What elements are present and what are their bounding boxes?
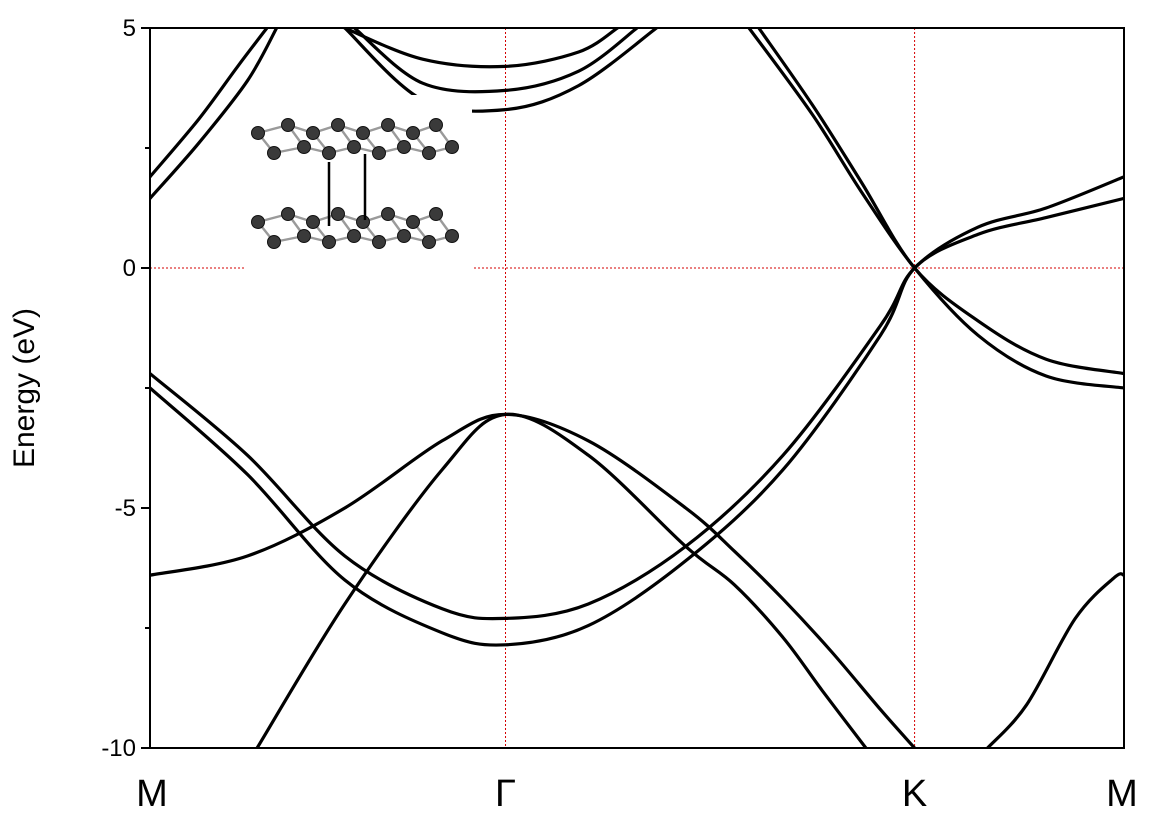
y-tick-label: 0 <box>123 255 136 282</box>
inset-atom <box>306 215 320 229</box>
reference-lines <box>150 28 1124 748</box>
band-line-11 <box>986 572 1124 748</box>
inset-atom <box>331 118 345 132</box>
band-line-7 <box>352 28 639 94</box>
kpoint-label-3: M <box>1106 773 1138 815</box>
inset-atom <box>406 215 420 229</box>
bands <box>150 28 1124 748</box>
inset-layer-bottom <box>251 207 459 249</box>
y-tick-label: -10 <box>101 735 136 762</box>
kpoint-label-2: K <box>902 773 927 815</box>
inset-atom <box>322 146 336 160</box>
inset-atom <box>297 140 311 154</box>
band-line-10 <box>747 28 1124 390</box>
band-line-4 <box>150 28 269 179</box>
inset-atom <box>381 207 395 221</box>
inset-atom <box>372 235 386 249</box>
band-line-6 <box>343 28 620 69</box>
inset-atom <box>429 118 443 132</box>
inset-atom <box>372 146 386 160</box>
inset-structure-image <box>246 95 472 277</box>
inset-atom <box>356 126 370 140</box>
inset-atom <box>306 126 320 140</box>
inset-atom <box>429 207 443 221</box>
inset-atom <box>356 215 370 229</box>
y-tick-label: -5 <box>115 495 136 522</box>
inset-atom <box>281 207 295 221</box>
inset-atom <box>251 215 265 229</box>
band-line-2 <box>150 175 1124 621</box>
kpoint-label-0: M <box>136 773 168 815</box>
inset-atom <box>331 207 345 221</box>
inset-atom <box>251 126 265 140</box>
inset-atom <box>422 235 436 249</box>
inset-atom <box>445 140 459 154</box>
band-line-3 <box>150 196 1124 647</box>
inset-atom <box>267 146 281 160</box>
band-line-5 <box>150 28 279 200</box>
inset-atom <box>381 118 395 132</box>
inset-atom <box>322 235 336 249</box>
inset-atom <box>267 235 281 249</box>
inset-atom <box>281 118 295 132</box>
y-tick-label: 5 <box>123 15 136 42</box>
inset-atom <box>397 140 411 154</box>
y-axis-ticks: 5 0 -5 -10 <box>101 15 150 762</box>
inset-atom <box>422 146 436 160</box>
inset-atom <box>397 229 411 243</box>
kpoint-label-1: Γ <box>495 773 516 815</box>
band-line-8 <box>343 28 659 113</box>
band-line-0 <box>150 412 917 748</box>
inset-atom <box>445 229 459 243</box>
inset-atom <box>347 140 361 154</box>
y-axis-title: Energy (eV) <box>8 308 41 468</box>
inset-atom <box>406 126 420 140</box>
band-line-1 <box>255 412 868 748</box>
inset-layer-top <box>251 118 459 160</box>
inset-atom <box>297 229 311 243</box>
inset-atom <box>347 229 361 243</box>
